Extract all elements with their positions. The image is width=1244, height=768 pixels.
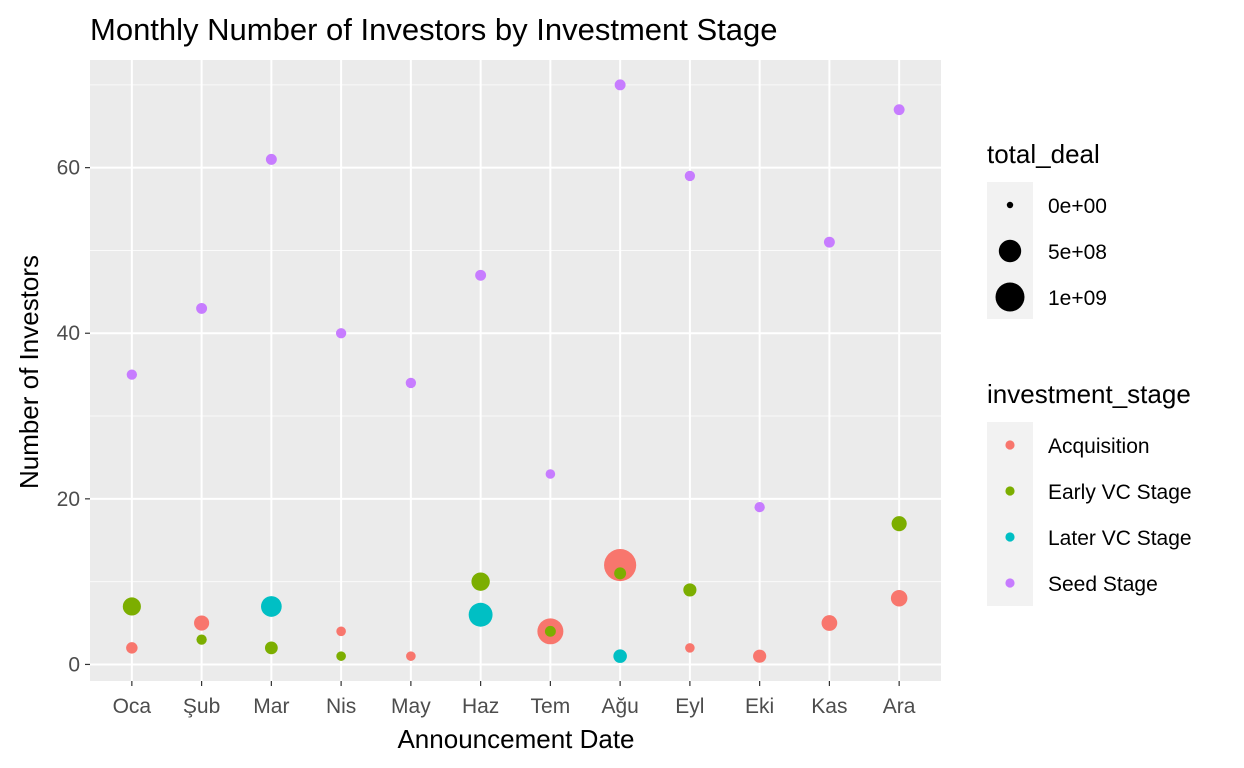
data-point [890,589,908,607]
color-legend-label: Acquisition [1048,435,1150,458]
data-point [685,643,695,653]
y-axis-title: Number of Investors [14,255,44,489]
color-legend-key-background [987,422,1033,606]
color-legend-label: Seed Stage [1048,573,1158,596]
data-point [893,104,905,116]
data-point [126,642,138,654]
size-legend: total_deal 0e+00 5e+08 1e+09 [987,139,1107,319]
plot-panel [90,60,941,681]
y-tick-label: 0 [68,653,80,676]
data-point [405,377,417,389]
x-tick-label: Kas [811,695,847,718]
x-tick-label: Oca [113,695,152,718]
x-tick-label: May [391,695,431,718]
data-point [891,516,907,532]
data-point [126,369,138,380]
x-tick-label: Mar [253,695,289,718]
data-point [753,649,767,663]
data-point [336,651,346,661]
color-legend-title: investment_stage [987,379,1191,409]
y-tick-label: 40 [57,322,80,345]
size-legend-label: 0e+00 [1048,195,1107,218]
data-point [261,596,282,617]
color-legend-symbol [1005,486,1015,496]
x-tick-label: Eki [745,695,774,718]
x-tick-label: Şub [183,695,220,718]
minor-gridlines [90,84,941,583]
y-tick-label: 20 [57,488,80,511]
data-point [406,651,416,661]
color-legend-symbol [1005,578,1015,588]
data-point [335,328,347,339]
data-point [471,572,490,591]
data-point [122,597,141,616]
data-point [468,602,493,627]
size-legend-label: 1e+09 [1048,287,1107,310]
x-axis-title: Announcement Date [397,724,634,754]
data-point [821,615,838,631]
x-tick-label: Nis [326,695,356,718]
data-point [545,469,556,479]
data-point [196,634,207,645]
size-legend-symbol [995,282,1025,312]
x-tick-label: Haz [462,695,499,718]
data-point [194,615,210,631]
size-legend-label: 5e+08 [1048,241,1107,264]
data-point [336,626,346,637]
data-point [613,649,627,663]
data-point [683,583,697,597]
x-tick-label: Ara [883,695,916,718]
data-point [614,79,626,91]
data-point [684,170,696,182]
color-legend-label: Later VC Stage [1048,527,1192,550]
data-point [264,641,278,655]
size-legend-symbol [1006,201,1014,209]
data-point [754,501,765,513]
y-axis: 0 20 40 60 [57,157,90,676]
data-point [265,153,277,165]
x-tick-label: Tem [531,695,571,718]
color-legend-symbol [1005,440,1015,450]
x-tick-label: Ağu [601,695,638,718]
data-point [604,549,637,582]
data-point [544,625,556,637]
size-legend-symbol [998,239,1022,263]
x-axis: Oca Şub Mar Nis May Haz Tem Ağu Eyl Eki Kas Ara [113,681,916,718]
color-legend-symbol [1005,532,1015,542]
y-tick-label: 60 [57,157,80,180]
data-point [614,567,627,580]
x-tick-label: Eyl [675,695,704,718]
data-point [475,269,487,281]
size-legend-title: total_deal [987,139,1100,169]
color-legend: investment_stage Acquisition Early VC Sta… [987,379,1192,606]
data-point [823,236,835,248]
data-points [122,79,908,663]
color-legend-label: Early VC Stage [1048,481,1192,504]
chart-title: Monthly Number of Investors by Investmen… [90,12,777,47]
data-point [196,302,208,314]
